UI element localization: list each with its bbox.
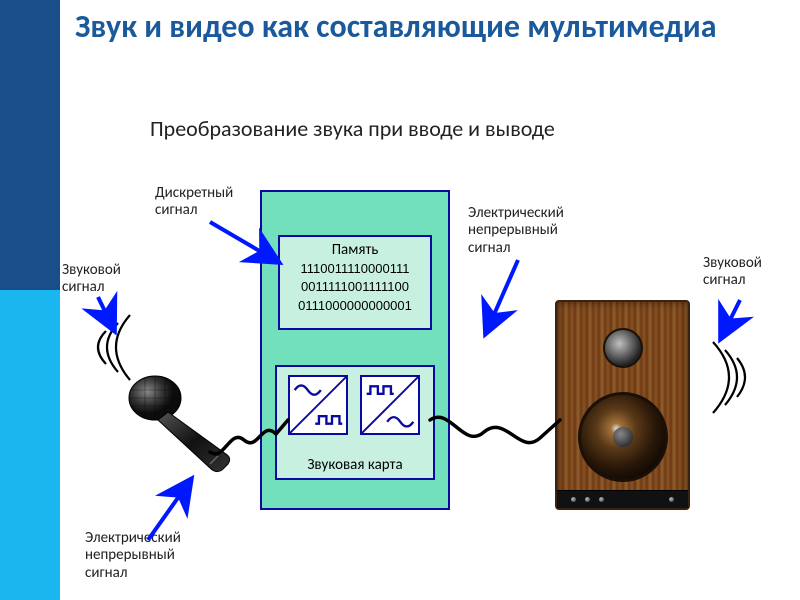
memory-bits-2: 0011111001111100: [280, 279, 430, 295]
label-discrete-signal: Дискретныйсигнал: [155, 185, 233, 220]
arrow-sound-left: [98, 297, 115, 332]
sidebar-accent-bottom: [0, 290, 60, 600]
sound-wave-left-icon: [70, 305, 150, 390]
microphone-icon: [100, 368, 285, 493]
arrow-sound-right: [720, 300, 740, 340]
memory-bits-3: 0111000000000001: [280, 298, 430, 314]
adc-chip-icon: [288, 375, 348, 435]
page-subtitle: Преобразование звука при вводе и выводе: [150, 115, 555, 142]
page-title: Звук и видео как составляющие мультимеди…: [75, 10, 725, 44]
label-sound-signal-right: Звуковойсигнал: [703, 255, 762, 290]
sound-card-label: Звуковая карта: [277, 456, 433, 474]
memory-bits-1: 1110011110000111: [280, 261, 430, 277]
sound-wave-right-icon: [693, 330, 778, 425]
arrow-electric-right: [485, 260, 518, 335]
label-electric-right: Электрическийнепрерывный сигнал: [468, 205, 564, 257]
label-sound-signal-left: Звуковойсигнал: [62, 262, 121, 297]
dac-chip-icon: [360, 375, 420, 435]
sidebar-accent-top: [0, 0, 60, 290]
memory-title: Память: [280, 241, 430, 259]
memory-box: Память 1110011110000111 0011111001111100…: [278, 235, 432, 330]
speaker-icon: [555, 300, 690, 510]
label-electric-left: Электрическийнепрерывныйсигнал: [85, 530, 181, 582]
